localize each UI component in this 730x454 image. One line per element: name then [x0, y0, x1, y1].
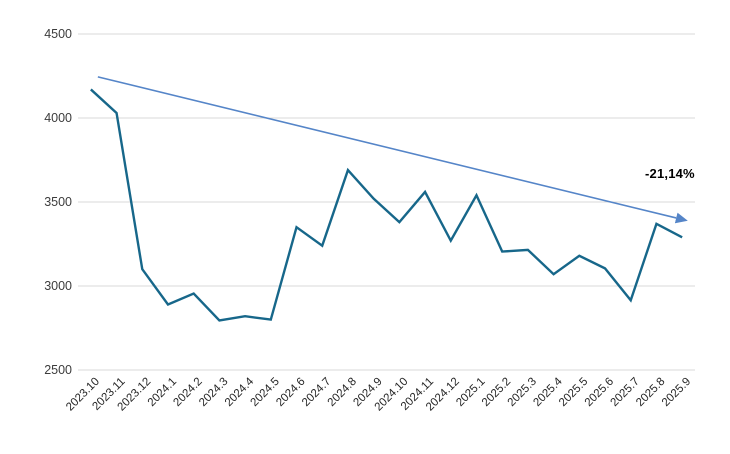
- x-tick-label: 2025.9: [660, 376, 693, 409]
- y-tick-label: 4500: [44, 27, 72, 41]
- series-line: [90, 88, 683, 322]
- y-tick-label: 4000: [44, 111, 72, 125]
- y-tick-label: 3500: [44, 195, 72, 209]
- y-tick-label: 2500: [44, 363, 72, 377]
- y-tick-label: 3000: [44, 279, 72, 293]
- trend-change-label: -21,14%: [645, 166, 695, 181]
- trend-arrow: [97, 76, 688, 224]
